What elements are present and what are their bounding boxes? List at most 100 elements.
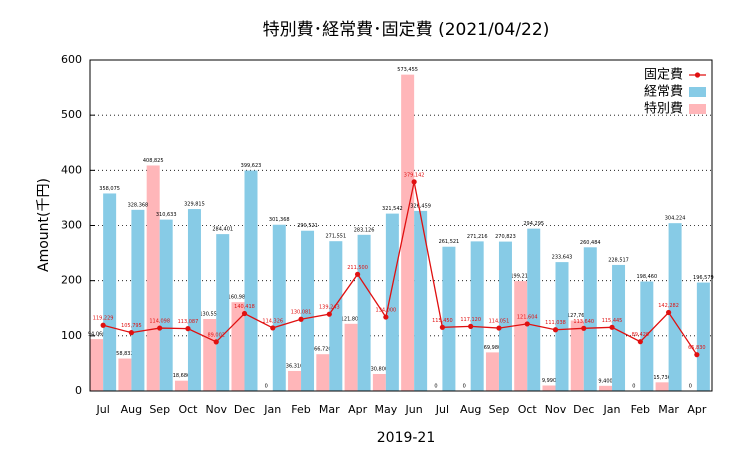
line-marker [298,316,304,322]
x-tick-label: Jan [603,403,621,416]
bar-value-label: 270,823 [495,234,516,240]
bar [640,281,654,391]
x-tick-label: Oct [518,403,538,416]
bar [485,352,499,391]
bar-value-label: 0 [632,384,635,390]
line-value-label: 89,420 [632,332,650,338]
line-value-label: 114,098 [149,319,170,325]
bar-value-label: 66,720 [314,347,332,353]
bar-value-label: 271,216 [467,234,488,240]
bar-value-label: 0 [463,384,466,390]
legend-swatch [689,104,706,114]
bar-value-label: 290,521 [297,223,318,229]
x-tick-label: Dec [234,403,255,416]
x-tick-label: Feb [631,403,650,416]
line-marker [270,325,276,331]
x-tick-label: Aug [460,403,481,416]
bar-value-label: 160,988 [228,295,249,301]
x-tick-label: Dec [573,403,594,416]
line-value-label: 130,081 [291,310,312,316]
bar-value-label: 127,765 [567,313,588,319]
bar [90,339,104,391]
line-marker [157,325,163,331]
bar [231,302,245,391]
bar-value-label: 260,484 [580,240,601,246]
bar-value-label: 573,455 [397,67,418,73]
bar [612,264,626,391]
x-axis-label: 2019-21 [377,430,436,446]
bar-value-label: 284,401 [212,227,233,233]
bar-value-label: 130,554 [199,311,220,317]
bar-value-label: 9,400 [598,378,612,384]
bar [583,247,597,391]
line-marker [241,310,248,317]
x-tick-label: May [374,403,397,416]
y-tick-label: 600 [61,53,82,66]
bar-value-label: 271,551 [325,234,346,240]
bar-value-label: 301,368 [269,217,290,223]
x-tick-label: Apr [687,403,707,416]
line-value-label: 89,002 [207,332,225,338]
bar [244,170,258,391]
x-tick-label: Apr [348,403,368,416]
bar [514,281,528,391]
bar [118,358,132,391]
legend-label: 経常費 [644,85,683,100]
bar [272,224,286,391]
bar [696,282,710,391]
line-value-label: 65,830 [688,345,706,351]
x-tick-label: Aug [121,403,142,416]
bar-value-label: 304,224 [665,216,686,222]
x-tick-label: Nov [545,403,567,416]
bar [146,165,160,391]
line-marker [468,323,474,329]
bar [401,74,415,392]
line-marker [496,325,502,331]
bar [174,380,188,391]
bar [329,241,343,391]
line-marker [665,309,672,316]
line-value-label: 140,418 [234,304,255,310]
bar [542,385,556,391]
line-value-label: 139,243 [319,305,340,311]
y-tick-label: 400 [61,163,82,176]
line-marker [100,322,106,328]
line-marker [637,339,643,345]
bar [372,374,386,391]
bar-value-label: 261,521 [439,239,460,245]
x-tick-label: Jan [263,403,281,416]
bar [187,209,201,391]
bar [599,385,613,391]
y-tick-label: 200 [61,274,82,287]
bar-value-label: 358,075 [99,186,120,192]
bar-value-label: 69,980 [484,345,502,351]
bar-value-label: 198,460 [636,274,657,280]
bar-value-label: 408,825 [143,158,164,164]
bar [344,323,358,391]
bar [301,230,315,391]
x-tick-label: Mar [658,403,679,416]
line [102,181,698,356]
line-marker [213,339,219,345]
line-value-label: 379,142 [404,172,425,178]
bar [498,241,512,391]
bar-value-label: 9,990 [542,378,556,384]
bar-value-label: 294,295 [523,221,544,227]
bar [385,213,399,391]
bar [216,234,230,391]
line-marker [383,314,389,320]
bar [655,382,669,391]
x-tick-label: Sep [489,403,510,416]
bar-value-label: 36,310 [286,363,304,369]
y-tick-label: 300 [61,219,82,232]
line-marker [552,327,559,333]
bar [131,209,145,391]
bar [288,370,302,391]
legend-swatch [689,87,706,97]
bar [414,210,428,391]
x-tick-label: Feb [291,403,310,416]
legend-label: 特別費 [644,102,683,117]
bar-value-label: 228,517 [608,257,629,263]
x-tick-label: Jul [435,403,449,416]
